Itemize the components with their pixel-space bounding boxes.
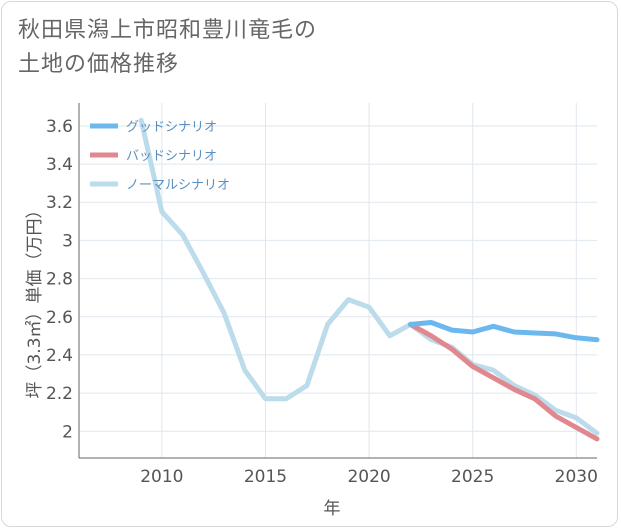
x-tick-label: 2020 [347,467,390,487]
series-line-0 [408,320,600,343]
x-tick-label: 2025 [451,467,494,487]
x-tick-label: 2030 [555,467,598,487]
y-tick-label: 2.4 [46,346,73,366]
y-axis-label: 坪（3.3㎡）単価（万円） [25,201,45,398]
y-tick-label: 3 [62,231,73,251]
y-tick-label: 3.6 [46,117,73,137]
y-tick-label: 3.4 [46,155,73,175]
y-tick-label: 2.2 [46,384,73,404]
series-line-2 [138,117,600,436]
y-tick-label: 3.2 [46,193,73,213]
y-tick-label: 2 [62,422,73,442]
x-tick-labels: 2010 2015 2020 2025 2030 [140,467,598,487]
x-tick-label: 2010 [140,467,183,487]
title-line-1: 秋田県潟上市昭和豊川竜毛の [18,18,318,43]
y-tick-labels: 2 2.2 2.4 2.6 2.8 3 3.2 3.4 3.6 [46,117,73,442]
chart-title: 秋田県潟上市昭和豊川竜毛の 土地の価格推移 [18,14,317,82]
title-line-2: 土地の価格推移 [18,52,180,77]
series-line-1 [408,321,600,442]
legend-label: バッドシナリオ [126,149,217,164]
x-axis-label: 年 [324,499,341,519]
series-lines [138,117,600,442]
y-tick-label: 2.8 [46,270,73,290]
axes [78,103,597,459]
legend-label: ノーマルシナリオ [126,178,230,193]
legend-label: グッドシナリオ [126,120,217,135]
x-tick-label: 2015 [244,467,287,487]
grid-lines [79,103,597,458]
y-tick-label: 2.6 [46,308,73,328]
